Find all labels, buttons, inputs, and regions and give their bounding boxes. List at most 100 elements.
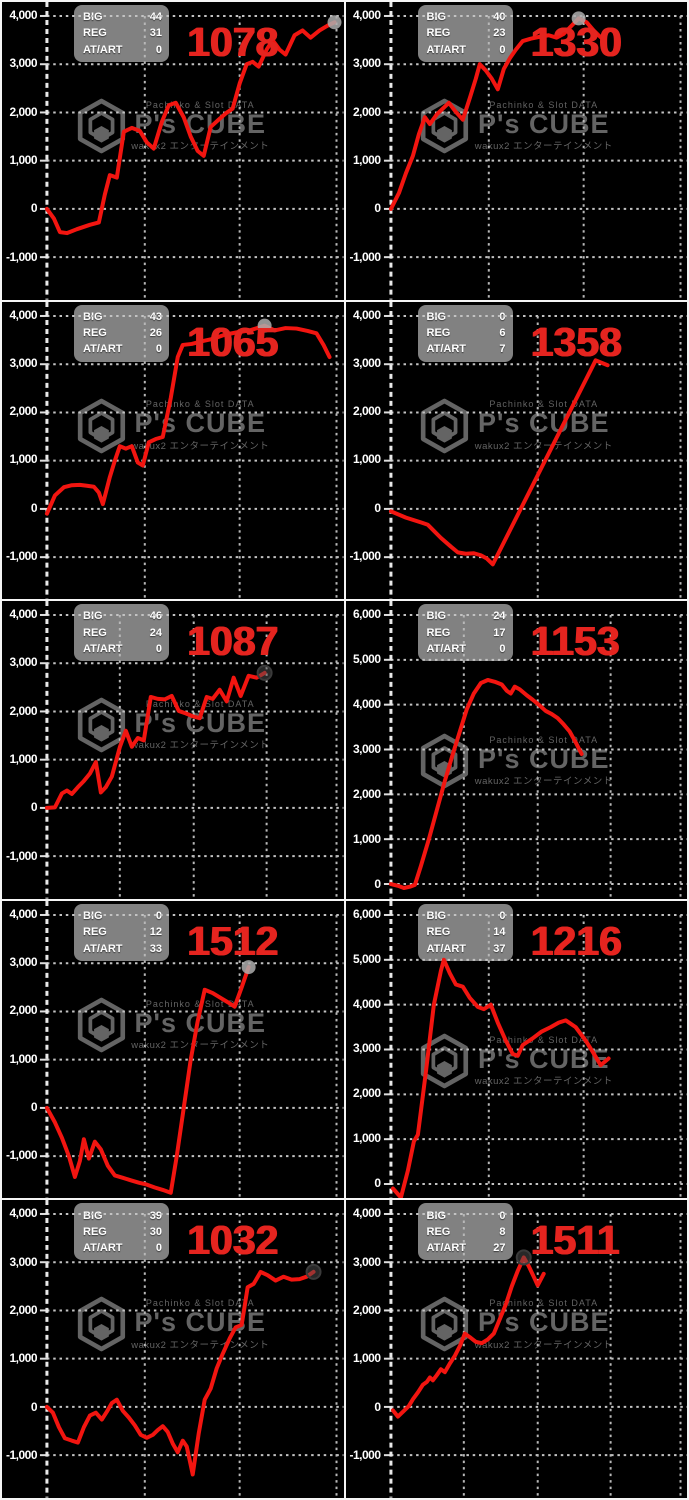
ps-cube-logo-icon [77, 1297, 125, 1352]
y-axis-tick-label: -1,000 [5, 848, 38, 863]
y-axis-tick-label: 1,000 [9, 1351, 37, 1366]
y-axis-tick-label: 2,000 [352, 1302, 381, 1317]
machine-graph-panel[interactable]: BIG 39 REG 30 AT/ART 0 Pachinko & Slot D… [2, 1200, 344, 1498]
y-axis-tick-label: 3,000 [9, 355, 37, 370]
y-axis-tick-label: 2,000 [9, 104, 37, 119]
machine-graph-panel[interactable]: BIG 43 REG 26 AT/ART 0 Pachinko & Slot D… [2, 301, 344, 600]
y-axis-tick-label: 2,000 [9, 1003, 37, 1018]
watermark-credit: wakux2 エンターテインメント [131, 141, 270, 153]
legend-value-big: 43 [149, 310, 162, 323]
legend-value-big: 24 [493, 610, 506, 623]
machine-graph-panel[interactable]: BIG 24 REG 17 AT/ART 0 Pachinko & Slot D… [345, 601, 687, 899]
legend-value-reg: 24 [149, 626, 162, 639]
ps-cube-logo-icon [77, 997, 125, 1053]
legend-row-atart: AT/ART 0 [74, 44, 169, 56]
ps-cube-watermark: Pachinko & Slot DATA P's CUBE wakux2 エンタ… [76, 398, 269, 454]
machine-number: 1512 [187, 917, 279, 964]
legend-value-reg: 31 [149, 27, 162, 40]
legend-row-big: BIG 39 [74, 1210, 169, 1222]
y-axis-tick-label: 1,000 [9, 1051, 37, 1066]
y-axis-tick-label: 1,000 [352, 831, 381, 846]
legend-value-atart: 0 [155, 643, 162, 655]
legend-value-reg: 26 [149, 327, 162, 340]
y-axis-tick-label: 0 [374, 500, 381, 515]
y-axis-tick-label: 1,000 [352, 1131, 381, 1146]
bonus-count-legend: BIG 0 REG 12 AT/ART 33 [74, 903, 169, 961]
y-axis-tick-label: 1,000 [352, 452, 381, 467]
ps-cube-logo-icon [421, 1033, 469, 1089]
bonus-count-legend: BIG 24 REG 17 AT/ART 0 [417, 604, 513, 662]
watermark-text: Pachinko & Slot DATA P's CUBE wakux2 エンタ… [475, 100, 613, 152]
legend-row-reg: REG 17 [418, 627, 513, 639]
legend-value-atart: 0 [155, 343, 162, 356]
y-axis-tick-label: -1,000 [349, 1447, 381, 1462]
machine-graph-panel[interactable]: BIG 40 REG 23 AT/ART 0 Pachinko & Slot D… [345, 2, 687, 300]
machine-graph-panel[interactable]: BIG 0 REG 6 AT/ART 7 Pachinko & Slot DAT… [345, 301, 687, 600]
watermark-text: Pachinko & Slot DATA P's CUBE wakux2 エンタ… [475, 1035, 613, 1087]
machine-graph-panel[interactable]: BIG 46 REG 24 AT/ART 0 Pachinko & Slot D… [2, 601, 344, 899]
machine-number: 1358 [530, 318, 622, 365]
machine-graph-panel[interactable]: BIG 44 REG 31 AT/ART 0 Pachinko & Slot D… [2, 2, 344, 300]
y-axis-tick-label: 4,000 [9, 307, 37, 322]
y-axis-tick-label: 0 [30, 500, 38, 515]
y-axis-tick-label: 3,000 [352, 741, 381, 756]
y-axis-tick-label: 3,000 [9, 955, 37, 970]
watermark-title: P's CUBE [134, 408, 266, 439]
ps-cube-watermark: Pachinko & Slot DATA P's CUBE wakux2 エンタ… [76, 697, 269, 753]
ps-cube-watermark: Pachinko & Slot DATA P's CUBE wakux2 エンタ… [76, 1296, 269, 1352]
legend-label-reg: REG [426, 926, 451, 939]
watermark-text: Pachinko & Slot DATA P's CUBE wakux2 エンタ… [131, 100, 269, 152]
legend-value-reg: 30 [149, 1225, 162, 1238]
legend-value-atart: 0 [499, 643, 506, 655]
y-axis-tick-label: 4,000 [352, 696, 381, 711]
machine-graph-panel[interactable]: BIG 0 REG 14 AT/ART 37 Pachinko & Slot D… [345, 900, 687, 1199]
watermark-credit: wakux2 エンターテインメント [131, 1039, 270, 1051]
legend-row-atart: AT/ART 0 [74, 343, 169, 355]
y-axis-tick-label: -1,000 [5, 1148, 38, 1163]
legend-value-atart: 0 [499, 43, 506, 56]
legend-row-reg: REG 31 [74, 27, 169, 39]
y-axis-tick-label: 0 [30, 201, 38, 216]
y-axis-tick-label: -1,000 [349, 249, 381, 264]
machine-number: 1216 [530, 917, 622, 964]
y-axis-tick-label: 2,000 [352, 786, 381, 801]
legend-label-atart: AT/ART [426, 942, 467, 955]
legend-label-big: BIG [426, 1209, 447, 1222]
legend-value-big: 46 [149, 610, 162, 623]
legend-label-atart: AT/ART [83, 43, 123, 56]
legend-label-big: BIG [83, 310, 103, 323]
machine-number: 1078 [187, 19, 279, 65]
y-axis-tick-label: 2,000 [352, 1086, 381, 1101]
watermark-title: P's CUBE [478, 1307, 610, 1338]
bonus-count-legend: BIG 46 REG 24 AT/ART 0 [74, 604, 169, 662]
bonus-count-legend: BIG 44 REG 31 AT/ART 0 [74, 5, 169, 62]
legend-row-big: BIG 24 [418, 610, 513, 622]
watermark-text: Pachinko & Slot DATA P's CUBE wakux2 エンタ… [131, 999, 269, 1051]
watermark-title: P's CUBE [478, 1043, 610, 1074]
legend-label-reg: REG [83, 626, 107, 639]
y-axis-tick-label: 3,000 [352, 56, 381, 71]
y-axis-tick-label: 4,000 [9, 607, 37, 622]
y-axis-tick-label: 5,000 [352, 652, 381, 667]
watermark-text: Pachinko & Slot DATA P's CUBE wakux2 エンタ… [131, 699, 269, 751]
machine-graph-panel[interactable]: BIG 0 REG 12 AT/ART 33 Pachinko & Slot D… [2, 900, 344, 1199]
bonus-count-legend: BIG 0 REG 14 AT/ART 37 [417, 903, 513, 961]
watermark-credit: wakux2 エンターテインメント [131, 1339, 270, 1351]
y-axis-tick-label: 3,000 [9, 1254, 37, 1269]
y-axis-tick-label: 1,000 [352, 1351, 381, 1366]
ps-cube-logo-icon [77, 398, 125, 453]
watermark-text: Pachinko & Slot DATA P's CUBE wakux2 エンタ… [475, 735, 613, 787]
y-axis-tick-label: 0 [374, 1399, 381, 1414]
legend-row-reg: REG 30 [74, 1226, 169, 1238]
legend-row-atart: AT/ART 33 [74, 943, 169, 955]
legend-value-atart: 37 [493, 942, 506, 955]
watermark-title: P's CUBE [134, 108, 266, 139]
watermark-title: P's CUBE [134, 708, 266, 739]
legend-value-atart: 0 [155, 1242, 162, 1255]
legend-row-big: BIG 0 [74, 910, 169, 922]
legend-row-big: BIG 0 [418, 1210, 513, 1222]
machine-graph-panel[interactable]: BIG 0 REG 8 AT/ART 27 Pachinko & Slot DA… [345, 1200, 687, 1498]
legend-value-reg: 17 [493, 626, 506, 639]
ps-cube-logo-icon [77, 98, 125, 154]
bonus-count-legend: BIG 43 REG 26 AT/ART 0 [74, 304, 169, 362]
